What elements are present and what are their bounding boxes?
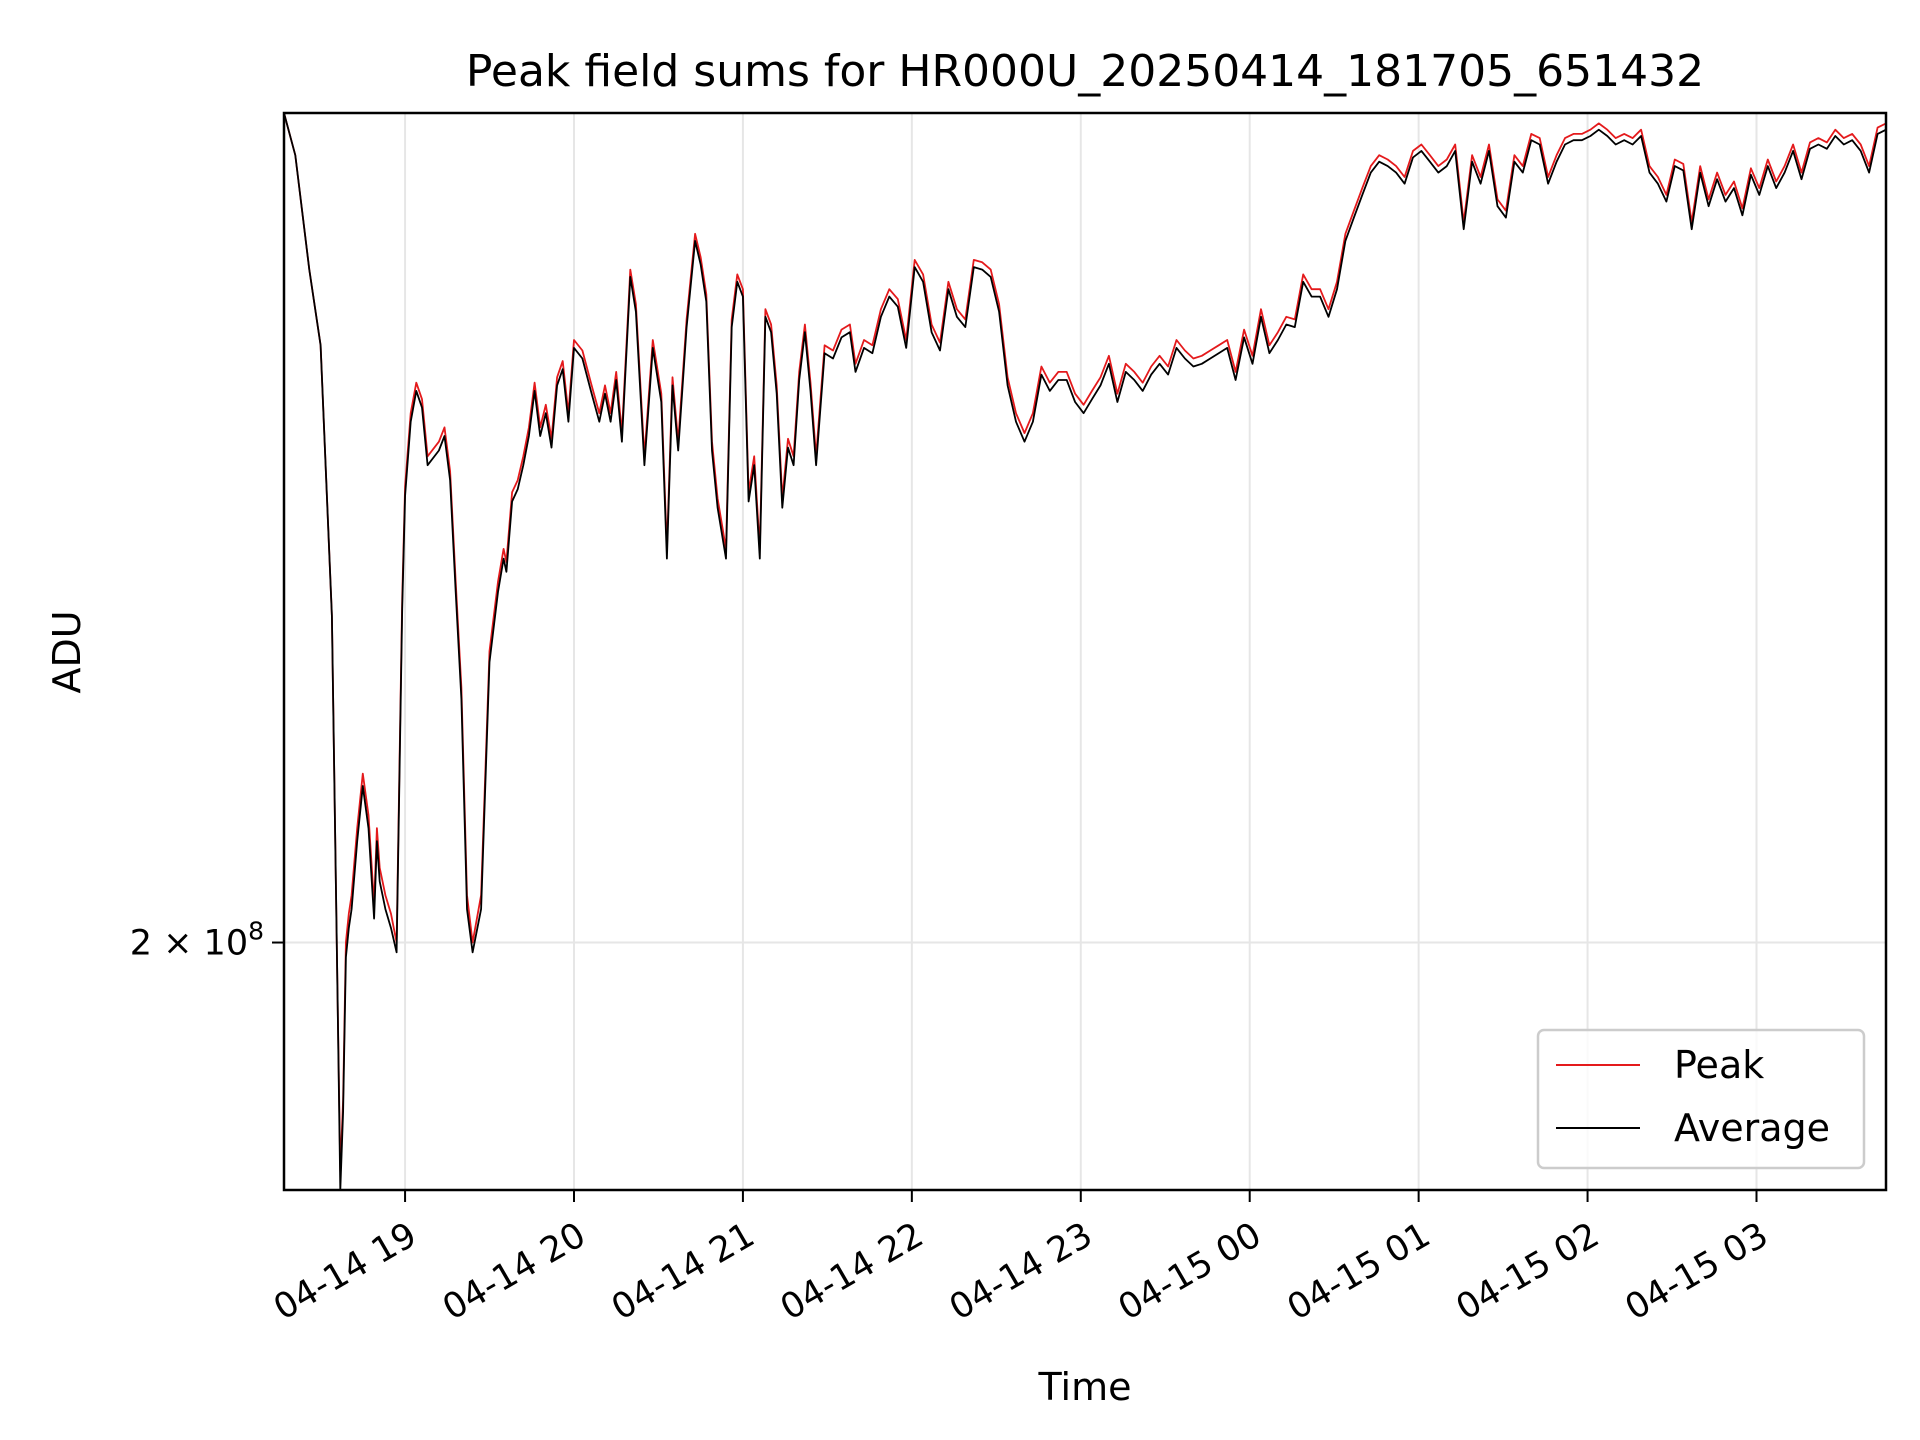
- series-line-peak: [284, 113, 1886, 1173]
- y-tick-label: 2 × 108: [130, 917, 264, 964]
- y-axis: 2 × 108: [130, 917, 284, 964]
- plot-area: [284, 113, 1886, 1190]
- series-line-average: [284, 113, 1886, 1190]
- legend-label-average: Average: [1674, 1106, 1830, 1150]
- legend: Peak Average: [1536, 1028, 1866, 1170]
- legend-label-peak: Peak: [1674, 1043, 1764, 1087]
- x-axis-label: Time: [1038, 1365, 1132, 1409]
- chart-title: Peak field sums for HR000U_20250414_1817…: [466, 46, 1704, 97]
- plot-frame: [282, 111, 1888, 1192]
- y-axis-label: ADU: [45, 610, 89, 693]
- series-layer: [284, 113, 1886, 1190]
